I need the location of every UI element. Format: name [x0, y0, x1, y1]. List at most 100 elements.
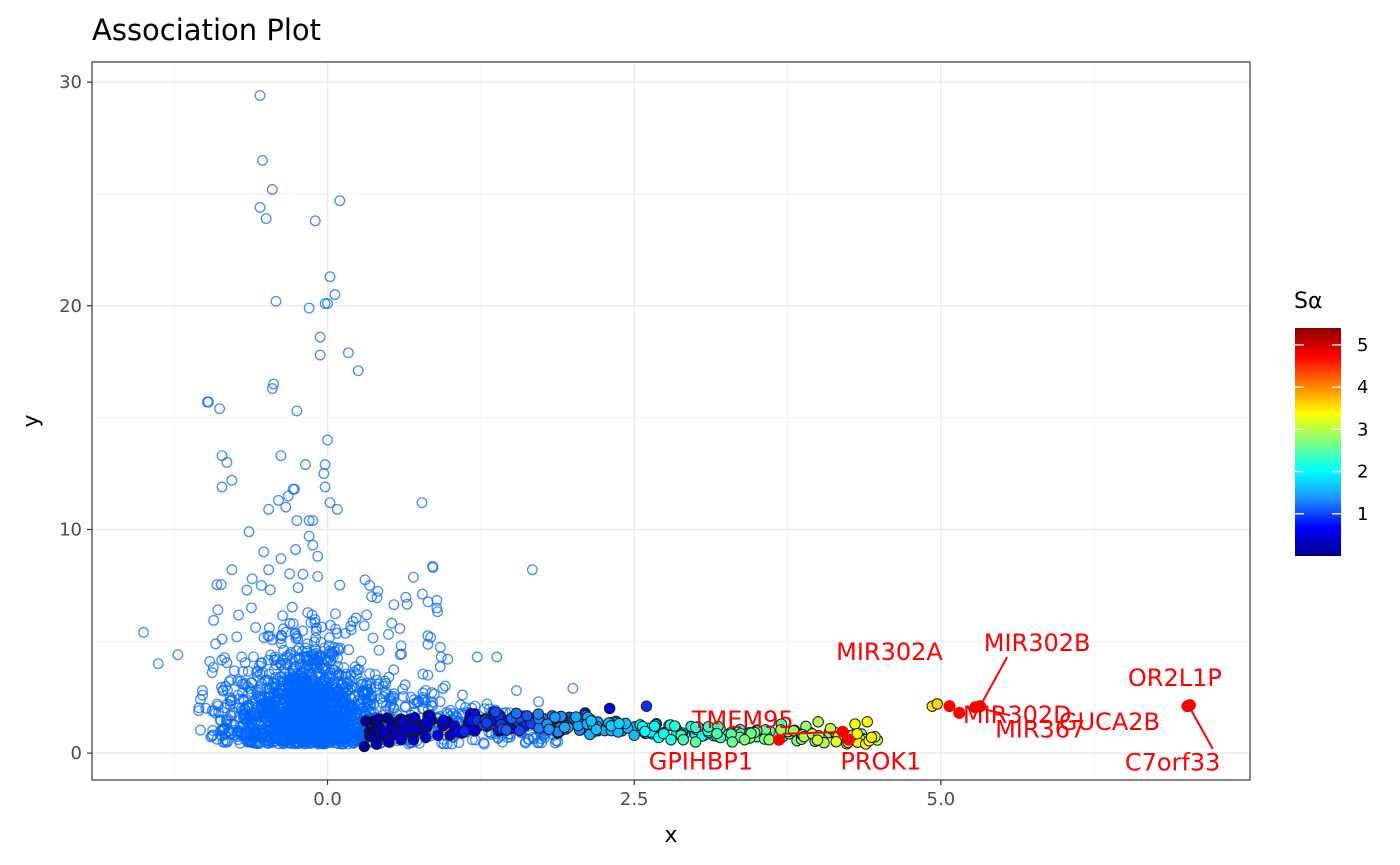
gene-labels: GPIHBP1 TMEM95 PROK1 MIR302A MIR302D MIR302B M…: [649, 629, 1222, 777]
background-point: [309, 702, 321, 714]
background-point: [340, 701, 352, 713]
background-point: [358, 620, 370, 632]
background-point: [260, 696, 272, 708]
highlighted-point: [407, 734, 420, 746]
background-point: [348, 666, 360, 678]
background-point: [307, 539, 319, 551]
background-point: [279, 662, 291, 674]
background-point: [309, 215, 321, 227]
background-point: [366, 591, 378, 603]
background-point: [284, 568, 296, 580]
background-point: [203, 396, 214, 408]
gene-label: OR2L1P: [1128, 664, 1222, 692]
background-point: [276, 629, 287, 641]
background-point: [214, 403, 226, 415]
background-point: [333, 668, 344, 680]
background-point: [260, 213, 272, 225]
background-point: [221, 698, 233, 710]
gene-label: MIR302B: [984, 629, 1091, 657]
background-point: [346, 700, 358, 712]
highlighted-point: [409, 712, 421, 724]
background-point: [395, 640, 407, 652]
background-point: [197, 689, 209, 701]
background-point: [320, 662, 332, 673]
background-point: [221, 657, 233, 669]
background-point: [334, 642, 346, 654]
label-connector: [979, 656, 1009, 707]
background-point: [273, 738, 284, 750]
background-point: [268, 664, 280, 676]
background-point: [266, 184, 278, 195]
background-point: [417, 668, 429, 680]
background-point: [426, 687, 438, 699]
label-connector: [782, 730, 843, 735]
background-point: [286, 601, 298, 613]
highlighted-point: [543, 723, 555, 736]
highlighted-point: [648, 720, 661, 732]
minor-gridlines: [92, 62, 1250, 780]
highlighted-point: [437, 714, 450, 727]
highlighted-point: [677, 734, 689, 746]
background-point: [322, 677, 333, 689]
highlighted-point: [481, 717, 493, 729]
labeled-point: [953, 706, 966, 719]
highlighted-point: [812, 716, 824, 728]
background-point: [401, 598, 413, 610]
background-point: [248, 737, 260, 749]
highlighted-point: [669, 720, 681, 732]
highlighted-point: [738, 734, 751, 746]
background-point: [265, 725, 277, 737]
background-point: [353, 689, 365, 701]
background-point: [439, 680, 451, 692]
background-point: [386, 617, 398, 629]
background-point: [306, 661, 318, 673]
background-point: [344, 683, 356, 695]
background-point: [281, 652, 293, 664]
background-point: [408, 571, 419, 583]
background-point: [291, 405, 303, 417]
background-point: [366, 690, 378, 702]
background-point: [340, 710, 352, 722]
background-point: [339, 627, 351, 639]
background-point: [287, 668, 299, 680]
background-point: [250, 715, 262, 727]
background-point: [311, 682, 323, 694]
background-point: [399, 679, 411, 691]
background-point: [223, 676, 235, 688]
background-point: [417, 703, 429, 715]
gene-label: PROK1: [840, 748, 921, 776]
background-point: [332, 738, 344, 750]
background-point: [329, 289, 341, 301]
background-point: [296, 672, 308, 684]
background-point: [296, 718, 308, 730]
background-point: [416, 497, 428, 509]
background-point: [299, 738, 311, 749]
background-point: [152, 658, 164, 670]
labeled-point: [842, 733, 855, 746]
background-point: [420, 685, 432, 696]
background-point: [369, 669, 381, 680]
background-point: [305, 617, 317, 628]
background-point: [334, 195, 346, 207]
colorbar-tick-label: 2: [1357, 462, 1368, 483]
background-point: [427, 562, 439, 573]
background-point: [319, 481, 331, 493]
background-point: [250, 622, 262, 633]
background-point: [312, 550, 324, 562]
background-point: [306, 715, 318, 727]
highlighted-point: [370, 738, 383, 750]
background-point: [313, 724, 325, 736]
y-tick-label: 20: [59, 296, 82, 317]
background-point: [442, 653, 454, 665]
colorbar-legend: Sα 1 2 3 4 5: [1294, 289, 1368, 556]
background-point: [328, 721, 340, 733]
background-point: [365, 683, 377, 695]
background-point: [385, 691, 397, 703]
background-point: [255, 579, 267, 591]
highlighted-point: [613, 717, 625, 730]
background-point: [349, 733, 360, 745]
background-point: [346, 719, 357, 730]
background-point: [277, 623, 289, 635]
highlighted-point: [628, 729, 640, 741]
background-point: [288, 731, 300, 743]
